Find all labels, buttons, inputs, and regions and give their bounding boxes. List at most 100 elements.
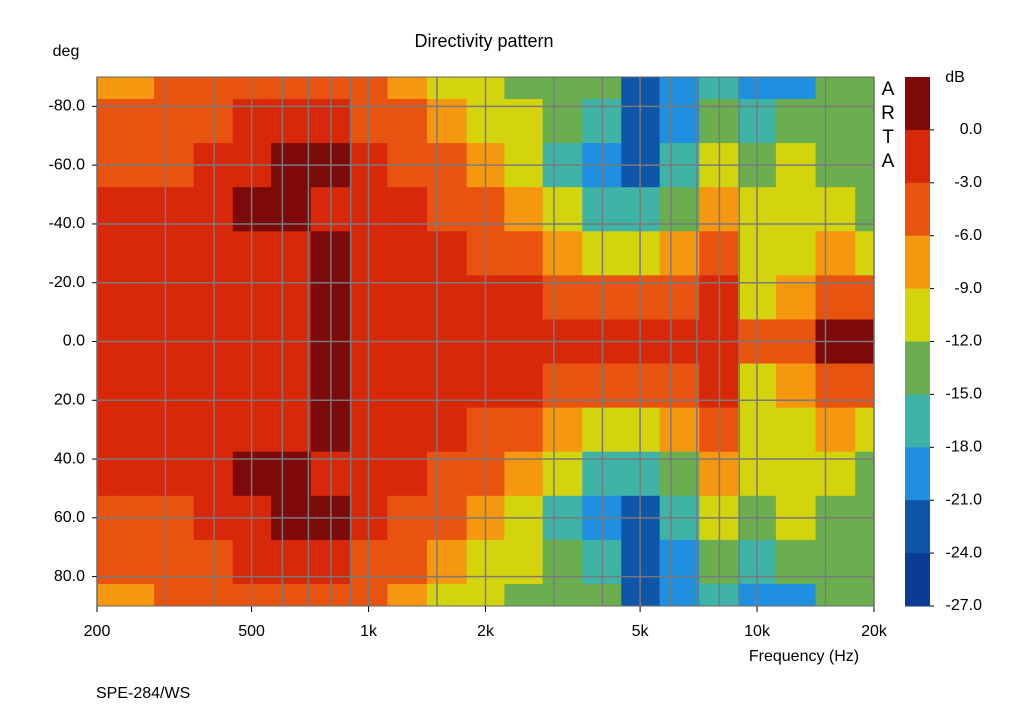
heatmap-cell (387, 407, 428, 453)
heatmap-cell (504, 187, 544, 232)
heatmap-cell (97, 77, 117, 100)
footnote: SPE-284/WS (96, 685, 190, 702)
heatmap-cell (855, 231, 875, 276)
heatmap-cell (271, 539, 312, 585)
heatmap-cell (427, 363, 468, 409)
heatmap-cell (387, 539, 428, 585)
watermark-letter: R (881, 103, 895, 124)
heatmap-cell (271, 583, 312, 607)
watermark-letter: A (882, 151, 895, 172)
heatmap-cell (855, 407, 875, 453)
heatmap-cell (154, 363, 195, 409)
heatmap-cell (504, 583, 544, 607)
heatmap-cell (271, 363, 312, 409)
colorbar-band (905, 77, 930, 131)
heatmap-cell (97, 275, 117, 320)
colorbar-tick-label: -21.0 (946, 491, 983, 508)
colorbar-tick-label: -18.0 (946, 439, 983, 456)
heatmap-cell (427, 77, 468, 100)
heatmap-cell (154, 407, 195, 453)
heatmap-cell (815, 77, 856, 100)
heatmap-cell (542, 187, 583, 232)
y-tick-label: -20.0 (49, 274, 86, 291)
colorbar-label: dB (945, 69, 965, 86)
x-tick-label: 1k (360, 623, 378, 640)
heatmap-cell (775, 363, 817, 409)
heatmap-cell (387, 363, 428, 409)
watermark-letter: T (882, 127, 894, 148)
heatmap-cell (855, 539, 875, 585)
heatmap-cell (855, 77, 875, 100)
heatmap-cell (154, 583, 195, 607)
heatmap-cell (504, 363, 544, 409)
colorbar-band (905, 394, 930, 448)
heatmap-cell (271, 407, 312, 453)
y-tick-label: 80.0 (54, 568, 85, 585)
colorbar-tick-label: -12.0 (946, 333, 983, 350)
colorbar-band (905, 447, 930, 501)
heatmap-cell (542, 363, 583, 409)
heatmap-cell (427, 407, 468, 453)
heatmap-cell (387, 583, 428, 607)
heatmap-cell (542, 407, 583, 453)
heatmap-cell (97, 407, 117, 453)
heatmap-cell (427, 187, 468, 232)
heatmap-cell (815, 583, 856, 607)
heatmap-cell (387, 231, 428, 276)
heatmap-cell (97, 583, 117, 607)
y-tick-label: -60.0 (49, 156, 86, 173)
heatmap-cell (97, 187, 117, 232)
heatmap-cell (775, 187, 817, 232)
heatmap-cell (97, 451, 117, 497)
heatmap-cell (154, 77, 195, 100)
x-tick-label: 10k (744, 623, 771, 640)
watermark-letter: A (882, 79, 895, 100)
y-axis-label: deg (53, 43, 80, 60)
heatmap-cell (504, 407, 544, 453)
heatmap-cell (855, 187, 875, 232)
colorbar-band (905, 500, 930, 554)
heatmap-cell (97, 363, 117, 409)
y-tick-label: 20.0 (54, 391, 85, 408)
heatmap-cell (775, 407, 817, 453)
heatmap-cell (115, 363, 155, 409)
heatmap-cell (775, 539, 817, 585)
colorbar-band (905, 129, 930, 184)
x-axis-label: Frequency (Hz) (749, 648, 859, 665)
colorbar-tick-label: -3.0 (954, 174, 982, 191)
heatmap-cell (154, 231, 195, 276)
heatmap-cell (815, 231, 856, 276)
heatmap-cell (775, 77, 817, 100)
heatmap-cell (542, 77, 583, 100)
heatmap-cell (659, 539, 700, 585)
heatmap-cell (387, 187, 428, 232)
colorbar-tick-label: 0.0 (960, 121, 982, 138)
colorbar-tick-label: -24.0 (946, 544, 983, 561)
heatmap-cell (427, 583, 468, 607)
x-tick-label: 20k (861, 623, 888, 640)
heatmap-cell (659, 407, 700, 453)
heatmap-cell (504, 77, 544, 100)
heatmap-cell (97, 539, 117, 585)
heatmap-cell (115, 187, 155, 232)
colorbar-tick-label: -27.0 (946, 597, 983, 614)
colorbar-band (905, 235, 930, 290)
heatmap-cell (775, 583, 817, 607)
heatmap-cell (659, 231, 700, 276)
heatmap-cell (271, 187, 312, 232)
colorbar-tick-label: -15.0 (946, 386, 983, 403)
heatmap-cell (271, 77, 312, 100)
heatmap-cell (97, 99, 117, 144)
heatmap-cell (271, 231, 312, 276)
heatmap-cell (115, 539, 155, 585)
heatmap-cell (115, 231, 155, 276)
plot-frame (96, 76, 875, 607)
heatmap-cell (855, 275, 875, 320)
heatmap-cell (855, 451, 875, 497)
heatmap-cell (659, 77, 700, 100)
heatmap-cell (659, 583, 700, 607)
colorbar-band (905, 553, 930, 607)
x-tick-label: 5k (632, 623, 650, 640)
colorbar-band (905, 341, 930, 395)
